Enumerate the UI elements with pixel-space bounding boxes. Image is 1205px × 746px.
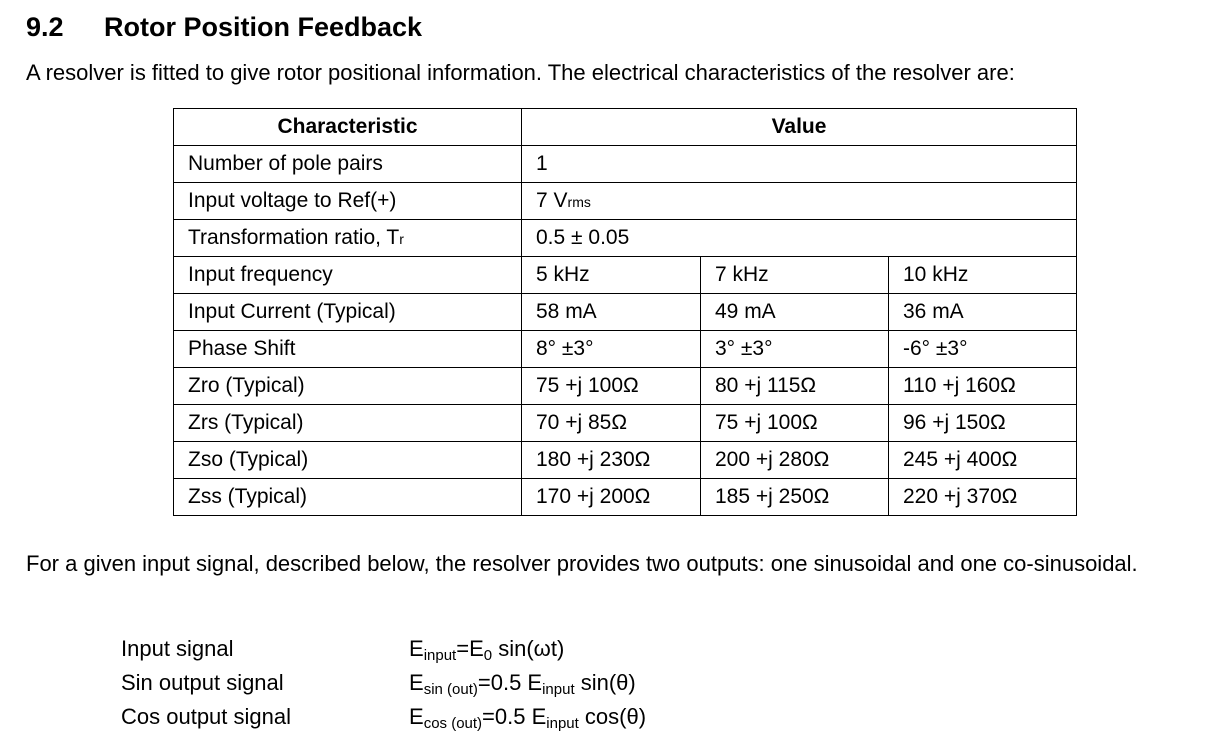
- value-main: 7 V: [536, 189, 568, 212]
- label-main: Transformation ratio, T: [188, 226, 400, 249]
- signal-equations: Einput=E0 sin(ωt) Esin (out)=0.5 Einput …: [409, 632, 646, 734]
- row-value: 7 Vrms: [521, 182, 1077, 220]
- table-row: Number of pole pairs 1: [173, 145, 1077, 183]
- eq-lhs: E: [409, 704, 424, 729]
- eq-rhs: cos(θ): [578, 704, 647, 729]
- equation-input: Einput=E0 sin(ωt): [409, 632, 646, 666]
- header-value: Value: [521, 108, 1077, 146]
- row-value: 58 mA: [521, 293, 701, 331]
- table-header-row: Characteristic Value: [173, 108, 1077, 146]
- eq-mid-sub: input: [542, 681, 575, 698]
- table-row: Transformation ratio, Tr 0.5 ± 0.05: [173, 219, 1077, 257]
- row-label: Zss (Typical): [173, 478, 522, 516]
- row-value: 200 +j 280Ω: [700, 441, 889, 479]
- row-label: Phase Shift: [173, 330, 522, 368]
- row-value: 185 +j 250Ω: [700, 478, 889, 516]
- followup-paragraph: For a given input signal, described belo…: [26, 551, 1138, 576]
- row-value: 110 +j 160Ω: [888, 367, 1077, 405]
- row-value: 49 mA: [700, 293, 889, 331]
- eq-lhs: E: [409, 670, 424, 695]
- row-label: Input Current (Typical): [173, 293, 522, 331]
- row-value: 170 +j 200Ω: [521, 478, 701, 516]
- eq-lhs-sub: sin (out): [423, 681, 478, 698]
- row-value: 1: [521, 145, 1077, 183]
- table-row: Zss (Typical) 170 +j 200Ω 185 +j 250Ω 22…: [173, 478, 1077, 516]
- value-subscript: rms: [567, 194, 591, 210]
- section-title: Rotor Position Feedback: [104, 12, 423, 42]
- signal-label-cos: Cos output signal: [121, 704, 291, 729]
- row-value: 80 +j 115Ω: [700, 367, 889, 405]
- signal-label-input: Input signal: [121, 636, 234, 661]
- row-value: 180 +j 230Ω: [521, 441, 701, 479]
- row-value: 75 +j 100Ω: [521, 367, 701, 405]
- row-value: 3° ±3°: [700, 330, 889, 368]
- row-value: 0.5 ± 0.05: [521, 219, 1077, 257]
- label-subscript: r: [399, 231, 404, 247]
- row-label: Zro (Typical): [173, 367, 522, 405]
- table-row: Zrs (Typical) 70 +j 85Ω 75 +j 100Ω 96 +j…: [173, 404, 1077, 442]
- row-label: Zrs (Typical): [173, 404, 522, 442]
- eq-lhs-sub: input: [423, 647, 457, 664]
- eq-lhs: E: [409, 636, 424, 661]
- table-row: Input voltage to Ref(+) 7 Vrms: [173, 182, 1077, 220]
- eq-rhs: sin(θ): [574, 670, 636, 695]
- row-label: Zso (Typical): [173, 441, 522, 479]
- row-value: 7 kHz: [700, 256, 889, 294]
- row-value: 96 +j 150Ω: [888, 404, 1077, 442]
- signal-label-sin: Sin output signal: [121, 670, 284, 695]
- table-row: Input Current (Typical) 58 mA 49 mA 36 m…: [173, 293, 1077, 331]
- row-value: 245 +j 400Ω: [888, 441, 1077, 479]
- row-value: 36 mA: [888, 293, 1077, 331]
- eq-mid: =E: [456, 636, 484, 661]
- row-value: 220 +j 370Ω: [888, 478, 1077, 516]
- row-value: 75 +j 100Ω: [700, 404, 889, 442]
- row-value: 5 kHz: [521, 256, 701, 294]
- row-label: Number of pole pairs: [173, 145, 522, 183]
- section-heading: 9.2 Rotor Position Feedback: [26, 12, 422, 43]
- intro-paragraph: A resolver is fitted to give rotor posit…: [26, 60, 1015, 85]
- row-value: 8° ±3°: [521, 330, 701, 368]
- row-label: Input voltage to Ref(+): [173, 182, 522, 220]
- row-value: -6° ±3°: [888, 330, 1077, 368]
- table-row: Zso (Typical) 180 +j 230Ω 200 +j 280Ω 24…: [173, 441, 1077, 479]
- row-value: 70 +j 85Ω: [521, 404, 701, 442]
- table-row: Phase Shift 8° ±3° 3° ±3° -6° ±3°: [173, 330, 1077, 368]
- equation-cos: Ecos (out)=0.5 Einput cos(θ): [409, 700, 646, 734]
- signal-labels: Input signal Sin output signal Cos outpu…: [121, 632, 291, 734]
- eq-rhs: sin(ωt): [492, 636, 565, 661]
- eq-mid: =0.5 E: [477, 670, 543, 695]
- equation-sin: Esin (out)=0.5 Einput sin(θ): [409, 666, 646, 700]
- row-value: 10 kHz: [888, 256, 1077, 294]
- eq-mid: =0.5 E: [482, 704, 547, 729]
- eq-mid-sub: 0: [483, 647, 493, 664]
- resolver-characteristics-table: Characteristic Value Number of pole pair…: [173, 108, 1077, 516]
- eq-mid-sub: input: [546, 715, 579, 732]
- row-label: Transformation ratio, Tr: [173, 219, 522, 257]
- header-characteristic: Characteristic: [173, 108, 522, 146]
- table-row: Zro (Typical) 75 +j 100Ω 80 +j 115Ω 110 …: [173, 367, 1077, 405]
- row-label: Input frequency: [173, 256, 522, 294]
- section-number: 9.2: [26, 12, 64, 42]
- eq-lhs-sub: cos (out): [423, 715, 483, 732]
- table-row: Input frequency 5 kHz 7 kHz 10 kHz: [173, 256, 1077, 294]
